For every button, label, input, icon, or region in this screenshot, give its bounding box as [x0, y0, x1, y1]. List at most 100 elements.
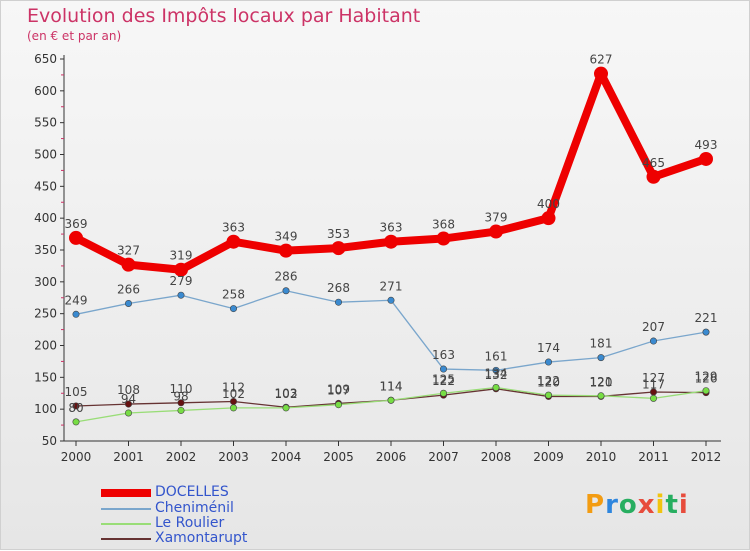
- data-point: [334, 298, 342, 306]
- logo-letter: i: [678, 490, 689, 520]
- data-label: 121: [590, 375, 613, 389]
- y-tick-label: 450: [34, 179, 57, 193]
- y-tick-label: 250: [34, 307, 57, 321]
- data-label: 112: [222, 381, 245, 395]
- data-label: 134: [485, 367, 508, 381]
- data-label: 266: [117, 282, 140, 296]
- data-point: [702, 387, 710, 395]
- y-tick-label: 100: [34, 402, 57, 416]
- y-tick-label: 650: [34, 52, 57, 66]
- data-point: [177, 291, 185, 299]
- x-tick-label: 2001: [113, 450, 144, 464]
- y-tick-label: 400: [34, 211, 57, 225]
- data-label: 174: [537, 341, 560, 355]
- data-label: 400: [537, 197, 560, 211]
- data-point: [436, 231, 451, 246]
- legend-swatch-chenimenil: [101, 508, 151, 510]
- y-tick-label: 50: [42, 434, 57, 448]
- x-tick-label: 2007: [428, 450, 459, 464]
- data-point: [121, 257, 136, 272]
- data-label: 122: [432, 374, 455, 388]
- data-point: [125, 409, 133, 417]
- legend-swatch-xamontarupt: [101, 538, 151, 540]
- data-label: 122: [537, 374, 560, 388]
- proxiti-logo: Proxiti: [585, 490, 689, 520]
- x-tick-label: 2005: [323, 450, 354, 464]
- data-label: 268: [327, 281, 350, 295]
- chart-title: Evolution des Impôts locaux par Habitant: [27, 5, 421, 27]
- chart-subtitle: (en € et par an): [27, 29, 122, 43]
- data-label: 94: [121, 392, 136, 406]
- data-point: [230, 305, 238, 313]
- data-label: 465: [642, 156, 665, 170]
- logo-letter: i: [655, 490, 666, 520]
- data-point: [177, 406, 185, 414]
- x-tick-label: 2003: [218, 450, 249, 464]
- logo-letter: r: [605, 490, 619, 520]
- data-point: [387, 396, 395, 404]
- data-label: 129: [695, 370, 718, 384]
- data-point: [489, 224, 503, 239]
- data-label: 207: [642, 320, 665, 334]
- legend-swatch-docelles: [101, 489, 151, 497]
- data-point: [439, 365, 447, 373]
- data-label: 109: [327, 382, 350, 396]
- data-point: [72, 418, 80, 426]
- data-point: [544, 391, 552, 399]
- data-label: 107: [327, 384, 350, 398]
- data-label: 369: [65, 217, 88, 231]
- data-point: [492, 366, 500, 374]
- data-label: 363: [380, 221, 403, 235]
- data-point: [334, 401, 342, 409]
- data-point: [174, 262, 188, 277]
- data-point: [226, 234, 241, 249]
- data-point: [597, 354, 605, 362]
- data-label: 125: [432, 372, 455, 386]
- data-label: 102: [222, 387, 245, 401]
- data-label: 163: [432, 348, 455, 362]
- data-point: [282, 404, 290, 412]
- data-label: 98: [173, 389, 188, 403]
- data-point: [597, 392, 605, 400]
- data-label: 249: [65, 293, 88, 307]
- data-point: [72, 402, 80, 410]
- data-label: 80: [68, 401, 83, 415]
- data-label: 379: [485, 211, 508, 225]
- data-label: 319: [170, 249, 193, 263]
- data-label: 286: [275, 270, 298, 284]
- data-label: 117: [642, 377, 665, 391]
- data-label: 349: [275, 230, 298, 244]
- data-point: [541, 211, 556, 226]
- data-point: [177, 399, 185, 407]
- data-point: [702, 328, 710, 336]
- data-point: [125, 400, 133, 408]
- data-label: 120: [590, 375, 613, 389]
- data-label: 627: [590, 53, 613, 67]
- x-tick-label: 2004: [271, 450, 302, 464]
- data-label: 102: [275, 387, 298, 401]
- y-tick-label: 350: [34, 243, 57, 257]
- x-tick-label: 2008: [481, 450, 512, 464]
- data-label: 132: [485, 368, 508, 382]
- logo-letter: P: [585, 490, 606, 520]
- legend-item-chenimenil: Cheniménil: [101, 500, 361, 517]
- data-label: 127: [642, 371, 665, 385]
- y-tick-label: 600: [34, 84, 57, 98]
- y-tick-label: 200: [34, 339, 57, 353]
- legend-label-docelles: DOCELLES: [155, 484, 229, 500]
- data-point: [72, 310, 80, 318]
- data-label: 181: [590, 337, 613, 351]
- data-label: 105: [65, 385, 88, 399]
- y-tick-label: 300: [34, 275, 57, 289]
- data-label: 126: [695, 372, 718, 386]
- data-point: [331, 241, 346, 256]
- data-point: [649, 337, 657, 345]
- data-label: 327: [117, 244, 140, 258]
- y-tick-label: 150: [34, 370, 57, 384]
- legend-item-docelles: DOCELLES: [101, 484, 361, 501]
- data-label: 110: [170, 382, 193, 396]
- data-label: 271: [380, 279, 403, 293]
- x-tick-label: 2006: [376, 450, 407, 464]
- data-point: [69, 230, 83, 245]
